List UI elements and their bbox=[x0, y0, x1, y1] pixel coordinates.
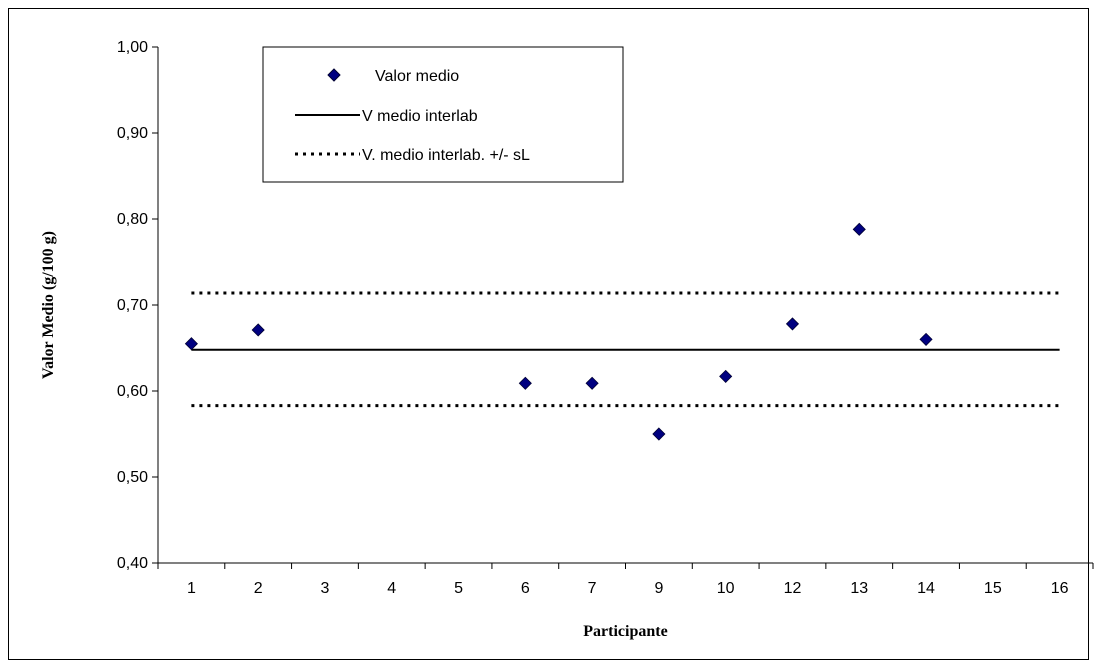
x-tick-label: 5 bbox=[454, 580, 463, 597]
data-point-diamond bbox=[919, 332, 933, 346]
data-point-diamond bbox=[719, 369, 733, 383]
legend-label-v-medio-interlab: V medio interlab bbox=[362, 108, 478, 125]
y-tick-label: 0,80 bbox=[117, 211, 148, 228]
x-tick-label: 6 bbox=[521, 580, 530, 597]
x-tick-label: 3 bbox=[321, 580, 330, 597]
legend-label-valor-medio: Valor medio bbox=[375, 68, 459, 85]
x-tick-label: 12 bbox=[784, 580, 802, 597]
x-tick-label: 2 bbox=[254, 580, 263, 597]
x-tick-label: 7 bbox=[588, 580, 597, 597]
x-tick-label: 4 bbox=[387, 580, 396, 597]
x-tick-label: 1 bbox=[187, 580, 196, 597]
tick-labels: 0,400,500,600,700,800,901,001 2 3 4 5 6 7 9 10 12… bbox=[117, 39, 1069, 597]
y-tick-label: 0,90 bbox=[117, 125, 148, 142]
data-points bbox=[184, 222, 933, 441]
legend: Valor medio V medio interlab V. medio in… bbox=[262, 46, 624, 183]
x-tick-label: 15 bbox=[984, 580, 1002, 597]
data-point-diamond bbox=[184, 337, 198, 351]
y-tick-label: 0,50 bbox=[117, 469, 148, 486]
x-tick-label: 16 bbox=[1051, 580, 1069, 597]
x-tick-label: 9 bbox=[654, 580, 663, 597]
data-point-diamond bbox=[852, 222, 866, 236]
y-axis-title: Valor Medio (g/100 g) bbox=[40, 231, 57, 379]
legend-marker-diamond-icon bbox=[327, 68, 341, 82]
y-tick-label: 0,60 bbox=[117, 383, 148, 400]
reference-lines bbox=[191, 291, 1060, 408]
data-point-diamond bbox=[785, 317, 800, 331]
y-tick-label: 1,00 bbox=[117, 39, 148, 56]
y-tick-label: 0,40 bbox=[117, 555, 148, 572]
legend-label-v-medio-interlab-sl: V. medio interlab. +/- sL bbox=[362, 147, 530, 164]
data-point-diamond bbox=[585, 376, 599, 390]
y-tick-label: 0,70 bbox=[117, 297, 148, 314]
data-point-diamond bbox=[518, 376, 532, 390]
data-point-diamond bbox=[652, 427, 666, 441]
data-point-diamond bbox=[251, 323, 265, 337]
axes bbox=[152, 46, 1094, 569]
x-tick-label: 10 bbox=[717, 580, 735, 597]
x-tick-label: 14 bbox=[917, 580, 935, 597]
x-axis-title: Participante bbox=[583, 623, 667, 640]
x-tick-label: 13 bbox=[850, 580, 868, 597]
